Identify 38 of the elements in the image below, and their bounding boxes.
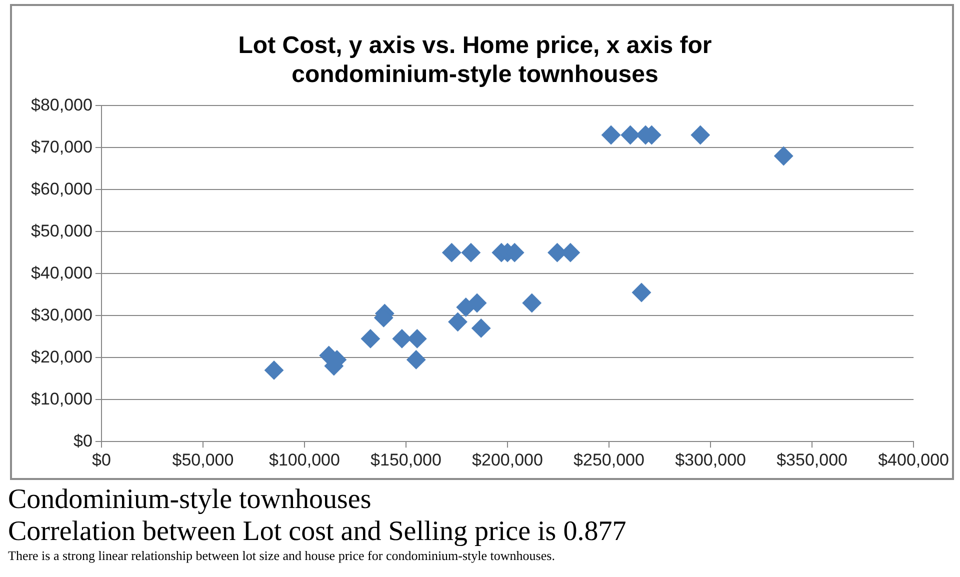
x-tick-label: $0 [92, 450, 111, 470]
text: There is a strong linear relationship between lot size and house price for condominium-style townhouses. [8, 548, 556, 564]
point [264, 360, 284, 380]
point [602, 126, 621, 144]
y-tick-label: $0 [74, 431, 92, 450]
y-tick-label: $10,000 [31, 389, 92, 408]
x-tick-label: $200,000 [472, 450, 543, 470]
point [468, 294, 487, 312]
x-tick-label: $50,000 [172, 450, 234, 470]
point [442, 243, 462, 262]
text: Condominium-style townhouses [8, 484, 372, 516]
x-tick-label: $300,000 [675, 450, 746, 470]
y-tick-label: $80,000 [31, 95, 92, 114]
chart-title: Lot Cost, y axis vs. Home price, x axis for condominium-style townhouses [238, 32, 712, 88]
point [774, 146, 794, 166]
y-tick-label: $40,000 [31, 263, 92, 282]
y-tick-label: $30,000 [31, 305, 92, 324]
point [360, 329, 380, 348]
point [408, 329, 427, 348]
text: Correlation between Lot cost and Selling price is 0.877 [8, 516, 626, 548]
point [632, 283, 651, 302]
y-tick-label: $60,000 [31, 179, 92, 198]
point [392, 329, 412, 348]
point [448, 312, 468, 332]
x-tick-label: $150,000 [370, 450, 442, 470]
x-tick-label: $250,000 [574, 450, 644, 470]
x-tick-label: $350,000 [776, 450, 848, 470]
point [406, 350, 426, 370]
point [522, 294, 542, 312]
y-tick-label: $20,000 [31, 347, 92, 366]
point [690, 126, 710, 144]
point [472, 318, 491, 338]
point [461, 243, 480, 262]
y-tick-label: $50,000 [31, 221, 92, 240]
y-tick-label: $70,000 [31, 137, 92, 156]
point [620, 126, 640, 144]
x-tick-label: $100,000 [269, 450, 340, 470]
x-tick-label: $400,000 [878, 450, 949, 470]
